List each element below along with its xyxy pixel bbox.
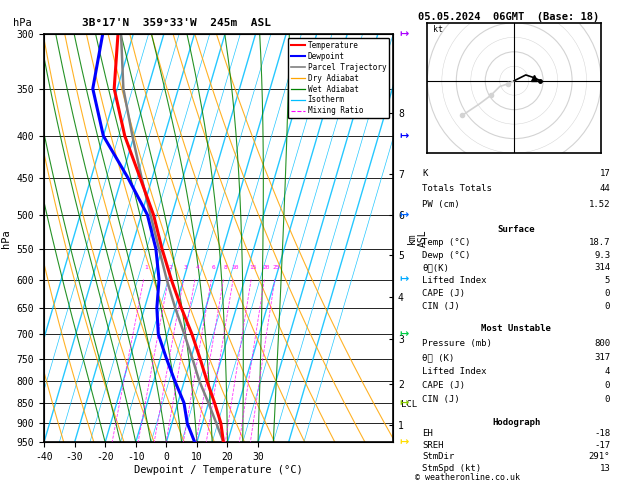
Text: 291°: 291° [589,452,610,461]
Text: ↦: ↦ [399,131,409,141]
Legend: Temperature, Dewpoint, Parcel Trajectory, Dry Adiabat, Wet Adiabat, Isotherm, Mi: Temperature, Dewpoint, Parcel Trajectory… [287,38,389,119]
Text: PW (cm): PW (cm) [422,200,460,209]
Text: -18: -18 [594,429,610,438]
Text: 15: 15 [249,265,257,270]
Text: StmSpd (kt): StmSpd (kt) [422,464,481,472]
Text: Lifted Index: Lifted Index [422,367,487,376]
Y-axis label: hPa: hPa [1,229,11,247]
Text: CIN (J): CIN (J) [422,396,460,404]
Text: Temp (°C): Temp (°C) [422,238,470,247]
Text: 25: 25 [273,265,281,270]
Text: StmDir: StmDir [422,452,454,461]
Text: 17: 17 [599,169,610,177]
Text: K: K [422,169,428,177]
Text: 5: 5 [604,276,610,285]
Text: 18.7: 18.7 [589,238,610,247]
Text: 2: 2 [169,265,172,270]
Text: Dewp (°C): Dewp (°C) [422,251,470,260]
Text: ↦: ↦ [399,210,409,220]
Text: Hodograph: Hodograph [492,417,540,427]
Text: 3B°17'N  359°33'W  245m  ASL: 3B°17'N 359°33'W 245m ASL [82,18,271,28]
Text: CIN (J): CIN (J) [422,302,460,311]
Text: θᴄ (K): θᴄ (K) [422,353,454,362]
Text: ↦: ↦ [399,29,409,39]
Text: θᴄ(K): θᴄ(K) [422,263,449,273]
Text: 314: 314 [594,263,610,273]
Text: Lifted Index: Lifted Index [422,276,487,285]
Text: hPa: hPa [13,18,31,28]
Text: 13: 13 [599,464,610,472]
Text: 317: 317 [594,353,610,362]
Y-axis label: km
ASL: km ASL [406,229,428,247]
Text: 05.05.2024  06GMT  (Base: 18): 05.05.2024 06GMT (Base: 18) [418,12,599,22]
Text: ↦: ↦ [399,329,409,339]
Text: Surface: Surface [498,225,535,234]
Text: EH: EH [422,429,433,438]
Text: 9.3: 9.3 [594,251,610,260]
X-axis label: Dewpoint / Temperature (°C): Dewpoint / Temperature (°C) [134,465,303,475]
Text: CAPE (J): CAPE (J) [422,381,465,390]
Text: 6: 6 [211,265,215,270]
Text: © weatheronline.co.uk: © weatheronline.co.uk [415,473,520,482]
Text: 0: 0 [604,396,610,404]
Text: CAPE (J): CAPE (J) [422,289,465,298]
Text: LCL: LCL [401,400,418,409]
Text: ↦: ↦ [399,275,409,284]
Text: Most Unstable: Most Unstable [481,325,551,333]
Text: ↦: ↦ [399,437,409,447]
Text: kt: kt [433,24,443,34]
Text: 3: 3 [184,265,188,270]
Text: 0: 0 [604,302,610,311]
Text: 4: 4 [195,265,199,270]
Text: ↦: ↦ [399,398,409,408]
Text: 4: 4 [604,367,610,376]
Text: 44: 44 [599,185,610,193]
Text: 0: 0 [604,289,610,298]
Text: 8: 8 [224,265,228,270]
Text: -17: -17 [594,440,610,450]
Text: 20: 20 [262,265,270,270]
Text: 800: 800 [594,339,610,347]
Text: 10: 10 [231,265,239,270]
Text: 1: 1 [144,265,148,270]
Text: Pressure (mb): Pressure (mb) [422,339,492,347]
Text: 0: 0 [604,381,610,390]
Text: 1.52: 1.52 [589,200,610,209]
Text: SREH: SREH [422,440,443,450]
Text: Totals Totals: Totals Totals [422,185,492,193]
